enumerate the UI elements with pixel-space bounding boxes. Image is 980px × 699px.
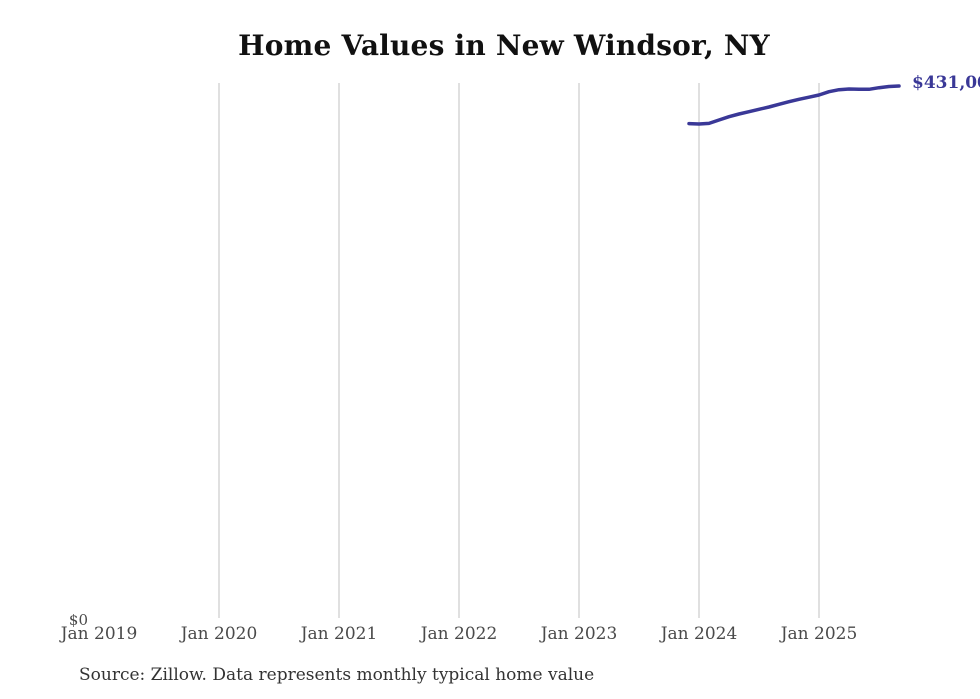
- source-note: Source: Zillow. Data represents monthly …: [79, 665, 595, 685]
- y-axis-zero-label: $0: [68, 611, 88, 629]
- line-end-value-label: $431,000: [912, 73, 980, 93]
- x-tick-label: Jan 2019: [60, 624, 138, 644]
- value-line: [687, 84, 901, 126]
- x-tick-label: Jan 2021: [300, 624, 378, 644]
- x-tick-label: Jan 2020: [180, 624, 258, 644]
- x-tick-label: Jan 2023: [540, 624, 618, 644]
- x-tick-label: Jan 2025: [780, 624, 858, 644]
- chart-title: Home Values in New Windsor, NY: [238, 29, 770, 62]
- x-tick-label: Jan 2022: [420, 624, 498, 644]
- x-tick-label: Jan 2024: [660, 624, 738, 644]
